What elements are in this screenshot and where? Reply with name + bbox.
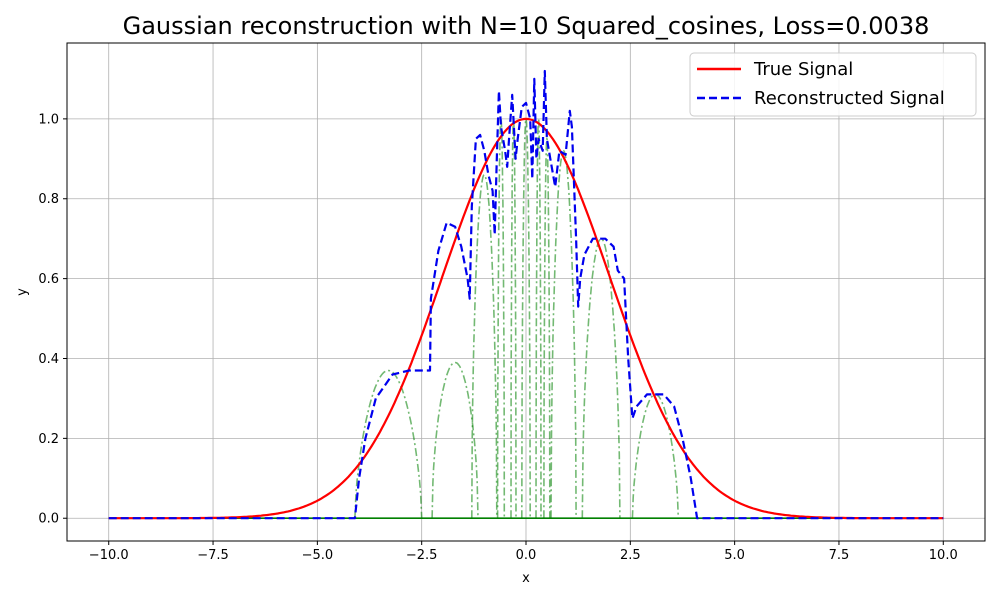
x-tick-label: −5.0 [302, 548, 334, 563]
x-tick-label: −2.5 [406, 548, 438, 563]
x-tick-label: 0.0 [516, 548, 537, 563]
basis-function-line [510, 116, 517, 519]
basis-function-line [550, 149, 577, 519]
true-signal-layer [108, 117, 944, 520]
x-tick-label: 10.0 [929, 548, 958, 563]
true-signal-line [108, 117, 944, 520]
x-axis-ticks: −10.0 −7.5 −5.0 −2.5 0.0 2.5 5.0 7.5 10.0 [89, 541, 958, 563]
basis-function-line [521, 116, 531, 519]
x-tick-label: −10.0 [89, 548, 129, 563]
reconstructed-signal-line [108, 69, 944, 520]
x-tick-label: −7.5 [197, 548, 229, 563]
y-tick-label: 0.2 [38, 432, 59, 447]
y-axis-ticks: 0.0 0.2 0.4 0.6 0.8 1.0 [38, 112, 67, 527]
y-tick-label: 1.0 [38, 112, 59, 127]
basis-function-line [631, 393, 680, 519]
chart-title: Gaussian reconstruction with N=10 Square… [123, 12, 930, 40]
x-axis-label: x [522, 571, 530, 586]
chart-title-group: Gaussian reconstruction with N=10 Square… [123, 12, 930, 40]
y-axis-label: y [15, 288, 30, 296]
reconstructed-signal-layer [108, 69, 944, 520]
x-tick-label: 7.5 [829, 548, 850, 563]
basis-function-line [543, 136, 551, 519]
grid [67, 43, 985, 541]
legend-label-reconstructed-signal: Reconstructed Signal [754, 88, 945, 109]
basis-function-line [535, 116, 542, 519]
legend-label-true-signal: True Signal [753, 59, 853, 80]
x-tick-label: 5.0 [724, 548, 745, 563]
basis-function-line [354, 369, 423, 519]
basis-function-line [581, 237, 621, 519]
legend-box [689, 52, 977, 117]
basis-function-line [471, 173, 498, 519]
y-tick-label: 0.6 [38, 272, 59, 287]
x-tick-label: 2.5 [620, 548, 641, 563]
basis-function-line [431, 361, 479, 519]
basis-function-line [496, 116, 506, 519]
legend: True Signal Reconstructed Signal [689, 52, 977, 117]
y-tick-label: 0.8 [38, 192, 59, 207]
y-tick-label: 0.4 [38, 352, 59, 367]
y-tick-label: 0.0 [38, 512, 59, 527]
